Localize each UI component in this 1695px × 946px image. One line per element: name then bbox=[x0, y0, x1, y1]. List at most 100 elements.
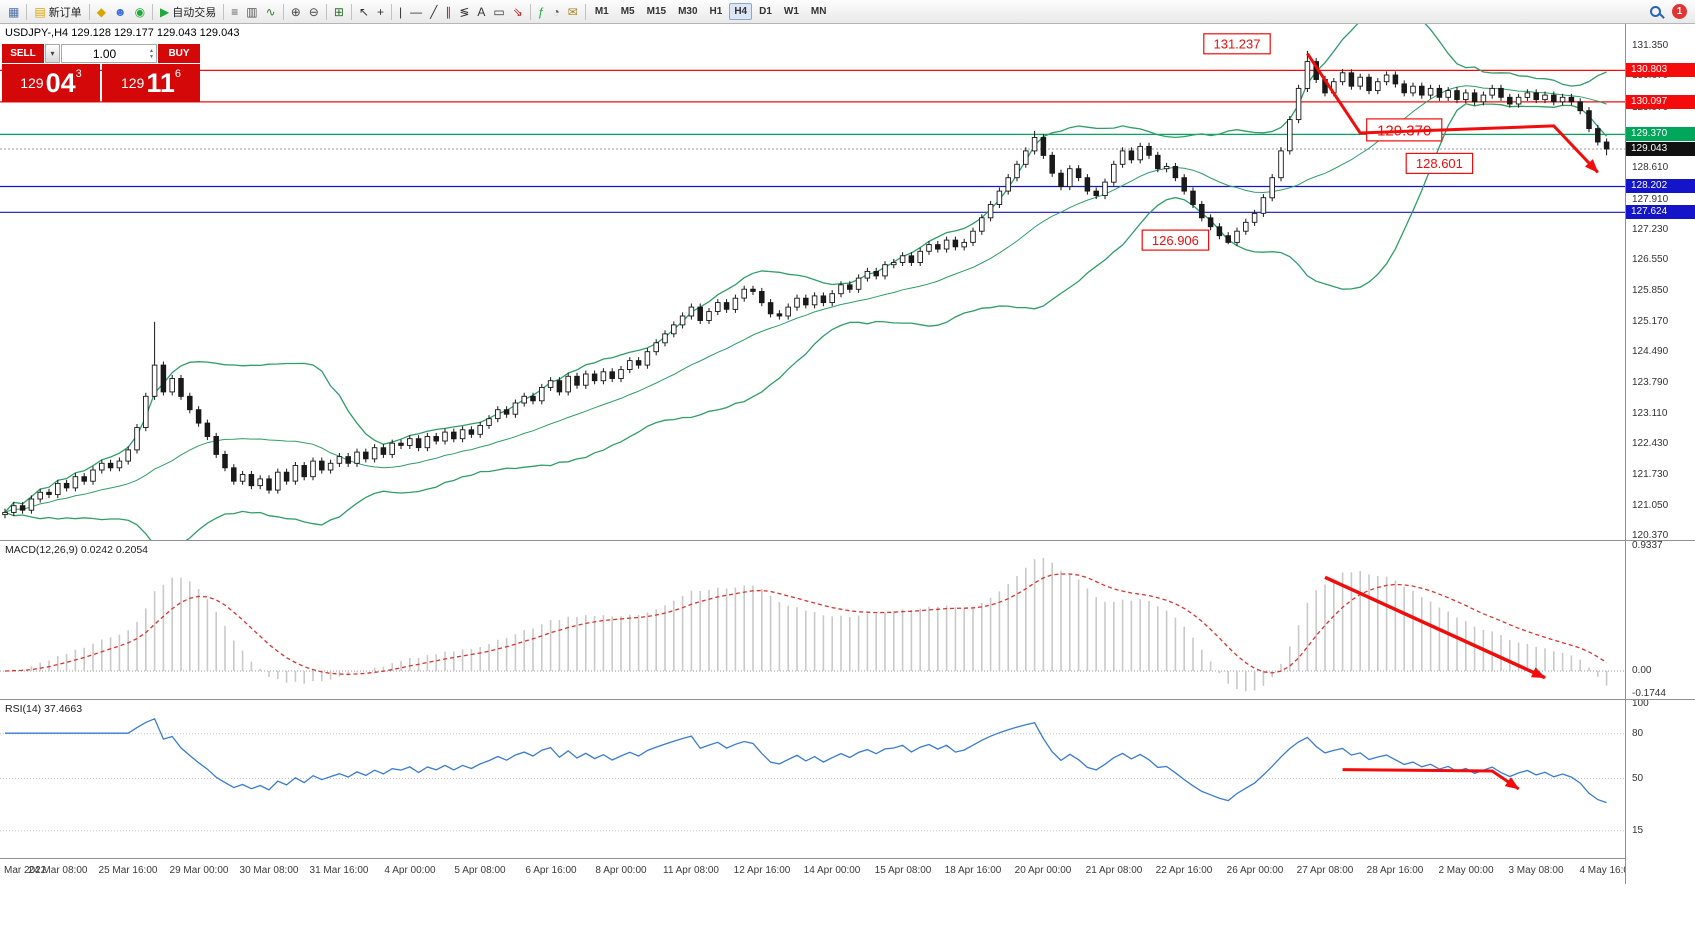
price-tag: 130.803 bbox=[1626, 63, 1695, 77]
fibonacci-icon-glyph: ≶ bbox=[459, 4, 470, 19]
macd-axis-tick: -0.1744 bbox=[1632, 688, 1666, 699]
order-type-dropdown[interactable]: ▾ bbox=[45, 44, 60, 63]
tile-windows-icon-glyph: ⊞ bbox=[333, 4, 344, 19]
timeframe-m5[interactable]: M5 bbox=[620, 6, 635, 17]
candle-chart-type-icon[interactable]: ▥ bbox=[242, 1, 261, 23]
rsi-axis-tick: 15 bbox=[1632, 825, 1644, 836]
time-label: 31 Mar 16:00 bbox=[309, 865, 369, 876]
new-chart-button[interactable]: ▦ bbox=[4, 1, 23, 23]
new-order-button[interactable]: ▤ 新订单 bbox=[30, 1, 85, 23]
rsi-indicator-pane[interactable] bbox=[0, 700, 1625, 857]
toolbar-separator bbox=[152, 3, 154, 20]
price-axis-tick: 123.790 bbox=[1632, 377, 1669, 388]
macd-histogram bbox=[13, 557, 1608, 692]
horizontal-line-icon[interactable]: — bbox=[406, 1, 426, 23]
toolbar-buttons: ▦ ▤ 新订单 ◆ ☻ ◉ ▶ 自动交易 ≡ ▥ ∿ ⊕ ⊖ ⊞ ↖ + | — ╱ ∥ ≶ A ▭ ⇘ ƒ ◔ ✉ M1 M5 M15 M… bbox=[4, 0, 1648, 24]
time-label: 25 Mar 16:00 bbox=[98, 865, 158, 876]
price-axis-tick: 120.370 bbox=[1632, 530, 1669, 541]
timeframe-m30[interactable]: M30 bbox=[678, 6, 698, 17]
pane-separator[interactable] bbox=[0, 540, 1695, 541]
zoom-out-icon[interactable]: ⊖ bbox=[305, 1, 323, 23]
macd-axis-tick: 0.00 bbox=[1632, 665, 1652, 676]
time-label: 20 Apr 00:00 bbox=[1014, 865, 1072, 876]
line-chart-type-icon-glyph: ∿ bbox=[265, 4, 276, 19]
mail-icon[interactable]: ✉ bbox=[564, 1, 582, 23]
buy-price-button[interactable]: 129 11 6 bbox=[102, 64, 200, 102]
tile-windows-icon[interactable]: ⊞ bbox=[330, 1, 348, 23]
timeframe-w1[interactable]: W1 bbox=[783, 6, 799, 17]
price-axis-tick: 125.850 bbox=[1632, 285, 1669, 296]
price-axis-tick: 124.490 bbox=[1632, 346, 1669, 357]
price-axis-tick: 127.910 bbox=[1632, 194, 1669, 205]
time-label: 3 May 08:00 bbox=[1508, 865, 1564, 876]
label-icon[interactable]: ▭ bbox=[489, 1, 508, 23]
crosshair-icon-glyph: + bbox=[376, 4, 384, 19]
price-tag: 130.097 bbox=[1626, 95, 1695, 109]
search-icon[interactable] bbox=[1648, 3, 1666, 21]
macd-indicator-pane[interactable] bbox=[0, 541, 1625, 698]
time-label: 4 Apr 00:00 bbox=[384, 865, 436, 876]
time-label: 5 Apr 08:00 bbox=[454, 865, 506, 876]
lot-size-input[interactable] bbox=[62, 45, 148, 62]
bar-chart-type-icon[interactable]: ≡ bbox=[227, 1, 242, 23]
candle-chart-type-icon-glyph: ▥ bbox=[246, 4, 258, 19]
support-icon[interactable]: ◉ bbox=[131, 1, 149, 23]
timeframe-h4[interactable]: H4 bbox=[729, 3, 753, 20]
autotrade-button-label: 自动交易 bbox=[172, 6, 217, 19]
price-annotation-box[interactable] bbox=[1141, 229, 1210, 251]
sell-price-button[interactable]: 129 04 3 bbox=[2, 64, 100, 102]
quick-trade-icon[interactable]: ◆ bbox=[93, 1, 110, 23]
price-annotation-box[interactable] bbox=[1405, 152, 1474, 174]
cursor-icon[interactable]: ↖ bbox=[355, 1, 373, 23]
price-axis-tick: 123.110 bbox=[1632, 408, 1668, 419]
timeframe-h1[interactable]: H1 bbox=[709, 6, 723, 17]
text-icon[interactable]: A bbox=[473, 1, 489, 23]
price-axis[interactable]: 131.350130.670129.970129.290128.610127.9… bbox=[1625, 24, 1695, 884]
alarm-icon[interactable]: ◔ bbox=[549, 1, 564, 23]
time-label: 21 Apr 08:00 bbox=[1085, 865, 1143, 876]
price-annotation-box[interactable] bbox=[1203, 33, 1271, 55]
search-tail-icon bbox=[1659, 12, 1665, 19]
lot-size-box: ▲ ▼ bbox=[61, 44, 157, 63]
usdjpy-chart-window[interactable]: 131.237 129.370 128.601 126.906 USDJPY-,H4 … bbox=[0, 24, 1695, 946]
pane-separator[interactable] bbox=[0, 699, 1695, 700]
time-label: 4 May 16:00 bbox=[1579, 865, 1635, 876]
symbol-ohlc-readout: USDJPY-,H4 129.128 129.177 129.043 129.0… bbox=[5, 27, 240, 39]
trade-header-row: SELL ▾ ▲ ▼ BUY bbox=[2, 44, 200, 63]
indicators-button[interactable]: ƒ bbox=[534, 1, 549, 23]
buy-tab[interactable]: BUY bbox=[158, 44, 200, 63]
horizontal-line-icon-glyph: — bbox=[410, 4, 423, 19]
arrows-icon[interactable]: ⇘ bbox=[509, 1, 527, 23]
time-label: 11 Apr 08:00 bbox=[663, 865, 719, 876]
macd-axis-tick: 0.9337 bbox=[1632, 540, 1663, 551]
autotrade-button-glyph: ▶ bbox=[160, 4, 170, 19]
channel-icon[interactable]: ∥ bbox=[441, 1, 455, 23]
accounts-icon-glyph: ☻ bbox=[113, 4, 127, 19]
sell-tab[interactable]: SELL bbox=[2, 44, 44, 63]
fibonacci-icon[interactable]: ≶ bbox=[455, 1, 473, 23]
notifications-badge[interactable]: 1 bbox=[1672, 4, 1687, 19]
indicators-button-glyph: ƒ bbox=[537, 4, 545, 19]
toolbar-separator bbox=[325, 3, 327, 20]
cursor-icon-glyph: ↖ bbox=[358, 4, 369, 19]
zoom-in-icon[interactable]: ⊕ bbox=[287, 1, 305, 23]
toolbar-separator bbox=[350, 3, 352, 20]
vertical-line-icon-glyph: | bbox=[398, 4, 403, 19]
lot-step-up-icon[interactable]: ▲ bbox=[149, 47, 154, 54]
accounts-icon[interactable]: ☻ bbox=[110, 1, 131, 23]
lot-step-down-icon[interactable]: ▼ bbox=[149, 53, 154, 60]
price-axis-tick: 127.230 bbox=[1632, 224, 1669, 235]
timeframe-m15[interactable]: M15 bbox=[646, 6, 667, 17]
timeframe-mn[interactable]: MN bbox=[810, 6, 827, 17]
trendline-icon[interactable]: ╱ bbox=[426, 1, 441, 23]
crosshair-icon[interactable]: + bbox=[373, 1, 388, 23]
buy-price-main: 129 bbox=[120, 75, 145, 91]
timeframe-d1[interactable]: D1 bbox=[759, 6, 772, 17]
timeframe-m1[interactable]: M1 bbox=[594, 6, 609, 17]
autotrade-button[interactable]: ▶ 自动交易 bbox=[156, 1, 220, 23]
time-axis[interactable]: Mar 2022 24 Mar 08:00 25 Mar 16:00 29 Mar 0… bbox=[0, 858, 1695, 885]
trend-arrow bbox=[1342, 768, 1520, 791]
vertical-line-icon[interactable]: | bbox=[395, 1, 406, 23]
line-chart-type-icon[interactable]: ∿ bbox=[262, 1, 280, 23]
